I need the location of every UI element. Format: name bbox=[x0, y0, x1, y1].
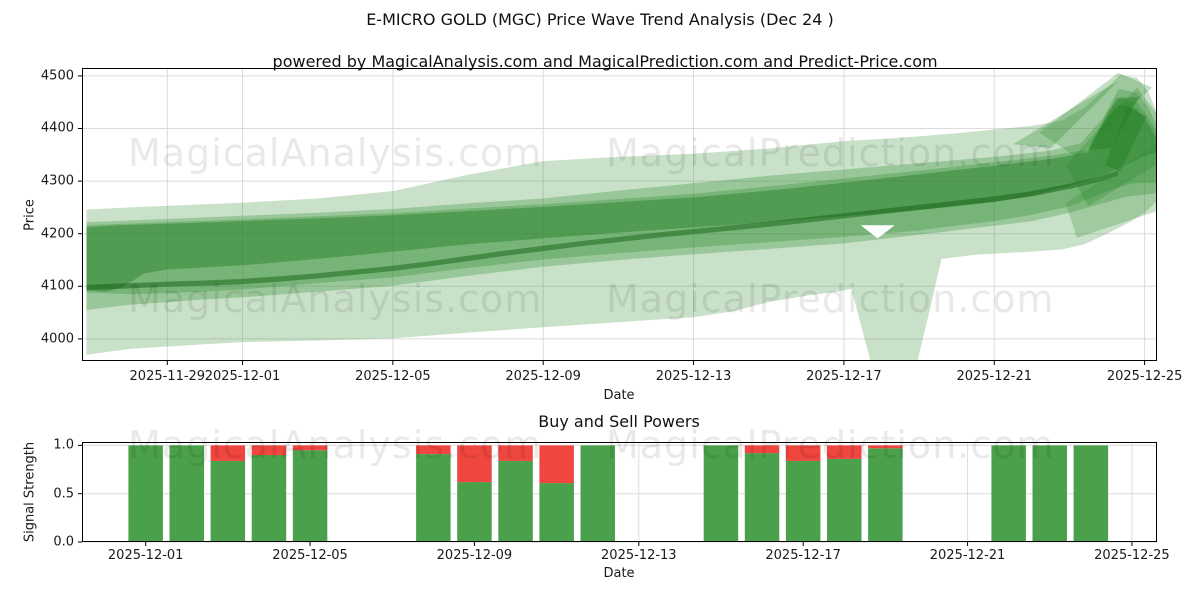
sell-power-bar bbox=[457, 445, 492, 483]
y-tick-label-signal-chart: 0.0 bbox=[53, 534, 74, 550]
wave-patch-fan-quad-3 bbox=[1065, 144, 1157, 238]
buy-power-bar bbox=[827, 458, 862, 542]
x-tick-label-price-chart: 2025-12-25 bbox=[1106, 369, 1183, 384]
price-wave-chart bbox=[78, 68, 1157, 365]
buy-power-bar bbox=[744, 453, 780, 542]
y-tick-label-price-chart: 4100 bbox=[40, 278, 74, 294]
sell-power-bar bbox=[539, 445, 574, 484]
x-tick-label-price-chart: 2025-12-01 bbox=[204, 369, 281, 384]
buy-power-bar bbox=[539, 483, 574, 542]
signal-chart-title: Buy and Sell Powers bbox=[538, 412, 700, 431]
x-tick-label-signal-chart: 2025-12-17 bbox=[765, 548, 841, 563]
y-tick-label-price-chart: 4200 bbox=[40, 226, 74, 242]
x-tick-label-price-chart: 2025-12-21 bbox=[956, 369, 1033, 384]
buy-power-bar bbox=[169, 445, 204, 542]
x-tick-label-signal-chart: 2025-12-13 bbox=[601, 548, 677, 563]
figure-title-line2: powered by MagicalAnalysis.com and Magic… bbox=[272, 52, 938, 71]
buy-power-bar bbox=[868, 448, 903, 542]
wave-patch-fan-quad-5 bbox=[1105, 106, 1147, 172]
buy-power-bar bbox=[703, 445, 739, 542]
y-tick-label-price-chart: 4500 bbox=[40, 68, 74, 84]
buy-power-bar bbox=[210, 460, 246, 542]
sell-power-bar bbox=[416, 445, 451, 455]
x-tick-label-signal-chart: 2025-12-01 bbox=[107, 548, 184, 563]
x-tick-label-price-chart: 2025-12-09 bbox=[505, 369, 581, 384]
signal-strength-chart bbox=[78, 442, 1157, 546]
y-tick-label-price-chart: 4400 bbox=[40, 120, 74, 136]
buy-power-bar bbox=[1032, 445, 1067, 542]
sell-power-bar bbox=[498, 445, 533, 461]
sell-power-bar bbox=[251, 445, 287, 456]
figure-title: E-MICRO GOLD (MGC) Price Wave Trend Anal… bbox=[0, 9, 1200, 72]
y-tick-label-signal-chart: 1.0 bbox=[53, 437, 74, 453]
wave-band-outer-envelope bbox=[86, 74, 1157, 361]
y-tick-label-price-chart: 4300 bbox=[40, 173, 74, 189]
x-tick-label-signal-chart: 2025-12-21 bbox=[929, 548, 1006, 563]
buy-power-bar bbox=[498, 460, 533, 542]
buy-power-bar bbox=[580, 445, 615, 542]
buy-power-bar bbox=[1073, 445, 1109, 542]
buy-power-bar bbox=[416, 454, 451, 542]
wave-patch-fan-quad-4 bbox=[1088, 96, 1139, 150]
sell-power-bar bbox=[744, 445, 780, 454]
buy-power-bar bbox=[251, 455, 287, 542]
wave-patch-fan-quad-2 bbox=[1065, 87, 1157, 207]
wave-band-mid-light-band bbox=[86, 89, 1157, 310]
wave-patch-fan-quad-1 bbox=[1039, 72, 1153, 158]
sell-power-bar bbox=[868, 445, 903, 449]
figure-title-line1: E-MICRO GOLD (MGC) Price Wave Trend Anal… bbox=[366, 10, 834, 29]
y-tick-label-price-chart: 4000 bbox=[40, 331, 74, 347]
sell-power-bar bbox=[827, 445, 862, 459]
wave-patch-white-notch bbox=[860, 225, 895, 239]
x-tick-label-signal-chart: 2025-12-05 bbox=[272, 548, 348, 563]
x-tick-label-price-chart: 2025-12-13 bbox=[655, 369, 732, 384]
x-tick-label-price-chart: 2025-11-29 bbox=[129, 369, 206, 384]
sell-power-bar bbox=[785, 445, 821, 461]
wave-band-core-band bbox=[86, 104, 1157, 292]
wave-patch-fan-quad-6 bbox=[1013, 81, 1119, 148]
buy-power-bar bbox=[991, 445, 1026, 542]
sell-power-bar bbox=[292, 445, 328, 451]
x-tick-label-signal-chart: 2025-12-09 bbox=[436, 548, 513, 563]
buy-power-bar bbox=[457, 482, 492, 542]
date-axis-label-bottom: Date bbox=[603, 566, 635, 581]
sell-power-bar bbox=[210, 445, 246, 461]
x-tick-label-price-chart: 2025-12-17 bbox=[806, 369, 882, 384]
x-tick-label-price-chart: 2025-12-05 bbox=[355, 369, 431, 384]
date-axis-label-top: Date bbox=[603, 388, 635, 403]
wave-band-mid-band bbox=[86, 98, 1157, 295]
buy-power-bar bbox=[785, 460, 821, 542]
buy-power-bar bbox=[128, 445, 163, 542]
buy-power-bar bbox=[292, 450, 328, 542]
y-tick-label-signal-chart: 0.5 bbox=[53, 486, 74, 502]
x-tick-label-signal-chart: 2025-12-25 bbox=[1094, 548, 1170, 563]
